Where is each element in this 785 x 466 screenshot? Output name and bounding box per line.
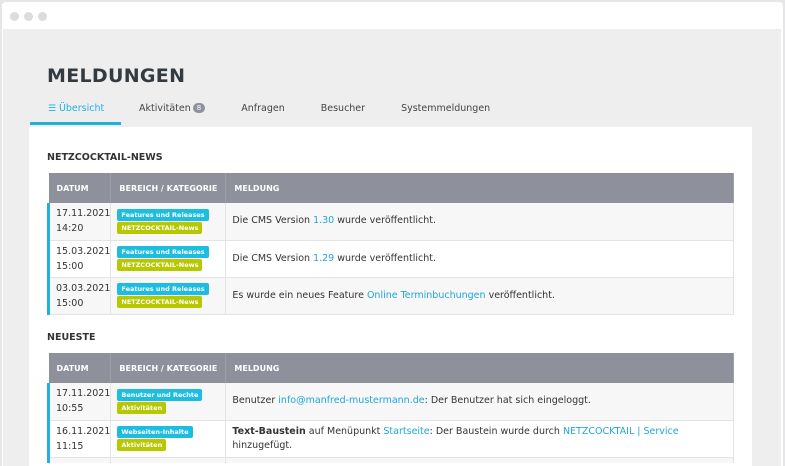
tab-label: Besucher	[320, 103, 366, 114]
messages-table: DATUM BEREICH / KATEGORIE MELDUNG 17.11.202…	[46, 353, 734, 463]
message-cell: Die CMS Version 1.30 wurde veröffentlich…	[225, 203, 734, 241]
category-cell: Webseiten-Inhalte Aktivitäten	[110, 420, 227, 458]
message-link[interactable]: NETZCOCKTAIL | Service	[562, 425, 679, 437]
message-cell: Benutzer info@manfred-mustermann.de: Der…	[225, 383, 734, 421]
message-cell	[225, 457, 734, 463]
message-text: Text-Baustein	[232, 425, 306, 437]
page-title: MELDUNGEN	[47, 65, 186, 87]
tab-besucher[interactable]: Besucher	[303, 99, 383, 125]
message-text: veröffentlicht.	[485, 289, 555, 301]
message-cell: Es wurde ein neues Feature Online Termin…	[225, 277, 734, 315]
tag-badge[interactable]: NETZCOCKTAIL-News	[117, 221, 203, 234]
tab-systemmeldungen[interactable]: Systemmeldungen	[383, 99, 508, 125]
section-title: NETZCOCKTAIL-NEWS	[47, 152, 163, 163]
message-text: : Der Benutzer hat sich eingeloggt.	[424, 395, 591, 407]
time: 15:00	[56, 297, 84, 309]
date: 03.03.2021	[56, 282, 111, 294]
message-text: hinzugefügt.	[232, 439, 293, 451]
count-badge: 8	[192, 103, 206, 113]
message-text: wurde veröffentlicht.	[334, 215, 437, 227]
message-text: auf Menüpunkt	[305, 425, 384, 437]
date-cell: 17.11.2021 10:55	[46, 383, 112, 421]
window-dot-icon[interactable]	[38, 12, 47, 21]
category-badge[interactable]: Webseiten-Inhalte	[117, 426, 193, 438]
tab-bersicht[interactable]: ☰ Übersicht	[30, 99, 121, 125]
message-link[interactable]: info@manfred-mustermann.de	[278, 395, 425, 407]
category-badge[interactable]: Features und Releases	[117, 246, 209, 258]
date-cell: 15.03.2021 15:00	[46, 240, 112, 278]
category-badge[interactable]: Features und Releases	[117, 283, 209, 295]
time: 15:00	[56, 260, 84, 272]
message-link[interactable]: 1.30	[313, 215, 335, 227]
category-cell	[110, 457, 227, 463]
date: 17.11.2021	[56, 208, 111, 220]
category-cell: Features und Releases NETZCOCKTAIL-News	[110, 203, 227, 241]
tag-badge[interactable]: Aktivitäten	[117, 439, 167, 451]
message-text: Die CMS Version	[232, 215, 314, 227]
section-title: NEUESTE	[47, 332, 96, 343]
date: 17.11.2021	[56, 388, 111, 400]
column-header[interactable]: MELDUNG	[225, 173, 734, 203]
messages-table: DATUM BEREICH / KATEGORIE MELDUNG 17.11.202…	[46, 173, 734, 315]
message-text: Die CMS Version	[232, 252, 314, 264]
table-row[interactable]	[46, 457, 734, 463]
category-badge[interactable]: Features und Releases	[117, 208, 209, 221]
category-cell: Features und Releases NETZCOCKTAIL-News	[110, 240, 227, 278]
overview-panel: NETZCOCKTAIL-NEWS DATUM BEREICH / KATEGORI…	[29, 127, 752, 466]
date-cell	[46, 457, 112, 463]
date-cell: 03.03.2021 15:00	[46, 277, 112, 315]
table-row[interactable]: 17.11.2021 10:55 Benutzer und Rechte Aktivi…	[46, 383, 734, 421]
tab-label: Übersicht	[58, 103, 105, 114]
message-text: : Der Baustein wurde durch	[429, 425, 563, 437]
time: 14:20	[56, 223, 84, 235]
time: 11:15	[56, 440, 84, 452]
list-icon: ☰	[48, 104, 59, 114]
tab-label: Aktivitäten	[139, 103, 191, 114]
tag-badge[interactable]: Aktivitäten	[117, 401, 167, 414]
message-text: Es wurde ein neues Feature	[232, 289, 367, 301]
message-cell: Die CMS Version 1.29 wurde veröffentlich…	[225, 240, 734, 278]
table-row[interactable]: 03.03.2021 15:00 Features und Releases NETZ…	[46, 277, 734, 315]
page-content: MELDUNGEN ☰ Übersicht Aktivitäten 8 Anfrage…	[3, 29, 781, 466]
date-cell: 16.11.2021 11:15	[46, 420, 112, 458]
category-badge[interactable]: Benutzer und Rechte	[117, 388, 203, 401]
message-link[interactable]: Startseite	[383, 425, 430, 437]
column-header[interactable]: BEREICH / KATEGORIE	[110, 173, 227, 203]
column-header[interactable]: DATUM	[48, 353, 112, 383]
table-row[interactable]: 15.03.2021 15:00 Features und Releases NETZ…	[46, 240, 734, 278]
category-cell: Benutzer und Rechte Aktivitäten	[110, 383, 227, 421]
tab-label: Anfragen	[241, 103, 285, 114]
message-text: wurde veröffentlicht.	[334, 252, 437, 264]
column-header[interactable]: DATUM	[48, 173, 112, 203]
tab-label: Systemmeldungen	[401, 103, 491, 114]
tag-badge[interactable]: NETZCOCKTAIL-News	[117, 296, 203, 308]
column-header[interactable]: BEREICH / KATEGORIE	[110, 353, 227, 383]
date: 15.03.2021	[56, 245, 111, 257]
table-row[interactable]: 17.11.2021 14:20 Features und Releases NETZ…	[46, 203, 734, 241]
time: 10:55	[56, 403, 84, 415]
table-row[interactable]: 16.11.2021 11:15 Webseiten-Inhalte Aktivitä…	[46, 420, 734, 458]
date-cell: 17.11.2021 14:20	[46, 203, 112, 241]
tab-bar: ☰ Übersicht Aktivitäten 8 Anfragen Besucher S…	[30, 99, 508, 125]
category-cell: Features und Releases NETZCOCKTAIL-News	[110, 277, 227, 315]
tag-badge[interactable]: NETZCOCKTAIL-News	[117, 259, 203, 271]
column-header[interactable]: MELDUNG	[225, 353, 734, 383]
tab-anfragen[interactable]: Anfragen	[223, 99, 303, 125]
window-dot-icon[interactable]	[24, 12, 33, 21]
message-cell: Text-Baustein auf Menüpunkt Startseite: …	[225, 420, 734, 458]
window-dot-icon[interactable]	[10, 12, 19, 21]
window-titlebar	[2, 2, 783, 28]
date: 16.11.2021	[56, 425, 111, 437]
tab-aktivitten[interactable]: Aktivitäten 8	[121, 99, 223, 125]
message-text: Benutzer	[232, 395, 279, 407]
message-link[interactable]: 1.29	[313, 252, 335, 264]
message-link[interactable]: Online Terminbuchungen	[366, 289, 486, 301]
